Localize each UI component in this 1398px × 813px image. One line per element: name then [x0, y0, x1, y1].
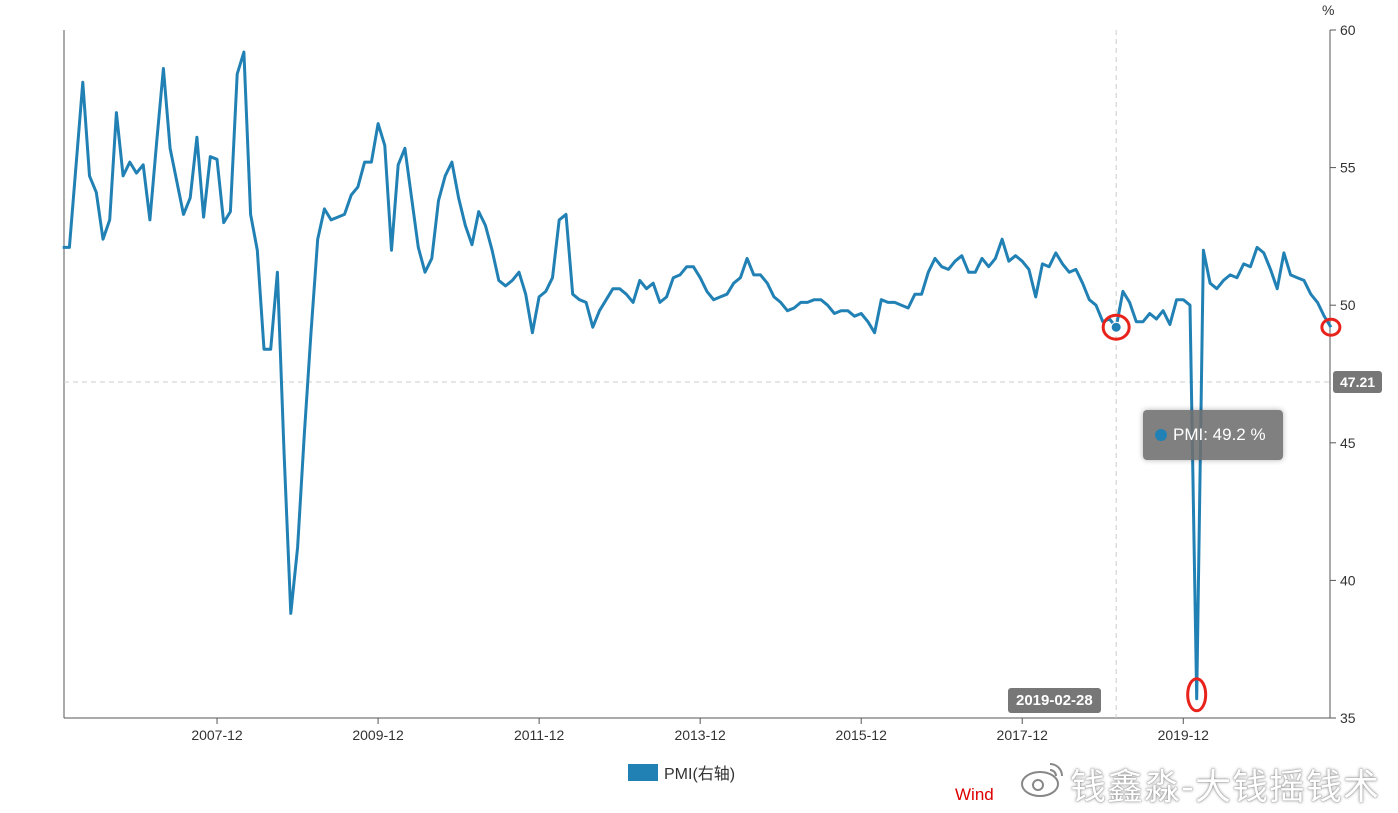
- tooltip-text: PMI: 49.2 %: [1173, 425, 1266, 444]
- x-tick-label: 2007-12: [191, 727, 243, 743]
- y-tick-label: 50: [1340, 297, 1356, 313]
- pmi-series-line: [62, 50, 1333, 701]
- x-tick-label: 2017-12: [997, 727, 1049, 743]
- crosshair-x-label: 2019-02-28: [1008, 688, 1101, 713]
- highlight-circle: [1186, 677, 1208, 713]
- y-tick-label: 40: [1340, 572, 1356, 588]
- source-label: Wind: [955, 785, 994, 804]
- crosshair-y-label: 47.21: [1333, 371, 1383, 393]
- watermark: 钱鑫淼-大钱摇钱术: [1070, 767, 1380, 808]
- y-tick-label: 60: [1340, 22, 1356, 38]
- highlight-circle: [1101, 313, 1131, 341]
- y-tick-label: 35: [1340, 710, 1356, 726]
- x-tick-label: 2015-12: [835, 727, 887, 743]
- y-tick-label: 55: [1340, 160, 1356, 176]
- hovered-point: [1110, 321, 1122, 333]
- series-dot-icon: [1155, 429, 1167, 441]
- tooltip: PMI: 49.2 %: [1143, 410, 1283, 460]
- x-tick-label: 2019-12: [1158, 727, 1210, 743]
- x-tick-label: 2011-12: [514, 727, 565, 743]
- weibo-logo-icon: [1021, 763, 1063, 797]
- x-tick-label: 2013-12: [674, 727, 726, 743]
- x-tick-label: 2009-12: [352, 727, 404, 743]
- y-tick-label: 45: [1340, 435, 1356, 451]
- legend-item-pmi[interactable]: PMI(右轴): [628, 760, 735, 784]
- legend-label: PMI(右轴): [664, 766, 736, 783]
- legend-swatch: [628, 763, 658, 781]
- highlight-circle: [1320, 317, 1342, 337]
- y-axis-unit: %: [1322, 2, 1335, 18]
